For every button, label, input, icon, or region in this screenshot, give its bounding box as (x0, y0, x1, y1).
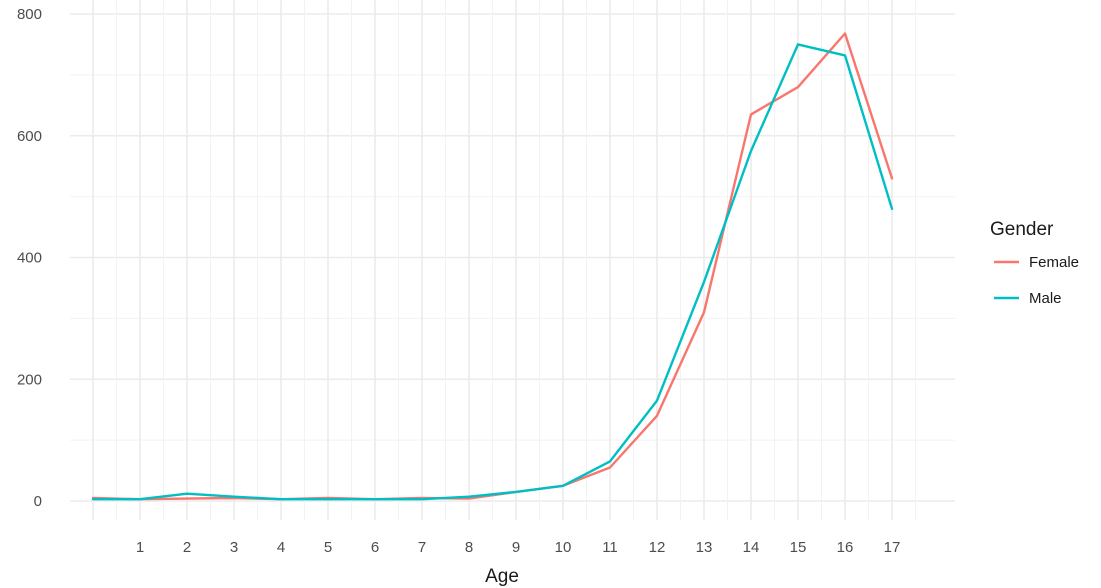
legend-label-male: Male (1029, 290, 1062, 307)
x-tick-label: 13 (696, 539, 713, 556)
x-tick-label: 11 (602, 539, 618, 556)
y-tick-label: 800 (17, 6, 42, 23)
series-line-male (91, 43, 894, 501)
x-tick-label: 8 (465, 539, 473, 556)
legend-label-female: Female (1029, 254, 1079, 271)
legend: Gender Female Male (990, 219, 1079, 307)
legend-title: Gender (990, 219, 1054, 240)
x-tick-label: 7 (418, 539, 426, 556)
series-lines (91, 32, 894, 501)
y-tick-label: 0 (34, 493, 42, 510)
x-tick-label: 1 (136, 539, 144, 556)
y-tick-label: 600 (17, 128, 42, 145)
x-tick-label: 9 (512, 539, 520, 556)
x-tick-label: 16 (837, 539, 854, 556)
x-tick-label: 5 (324, 539, 332, 556)
y-tick-label: 200 (17, 371, 42, 388)
x-tick-label: 12 (649, 539, 666, 556)
x-tick-label: 3 (230, 539, 238, 556)
x-tick-label: 15 (790, 539, 807, 556)
x-tick-label: 2 (183, 539, 191, 556)
x-axis: 1 2 3 4 5 6 7 8 9 10 11 12 13 14 15 16 17 (136, 539, 901, 556)
grid (70, 0, 955, 520)
x-axis-title: Age (485, 566, 519, 587)
x-tick-label: 4 (277, 539, 285, 556)
x-tick-label: 17 (884, 539, 901, 556)
x-tick-label: 6 (371, 539, 379, 556)
x-tick-label: 10 (555, 539, 572, 556)
y-tick-label: 400 (17, 250, 42, 267)
legend-items: Female Male (994, 254, 1079, 307)
x-tick-label: 14 (743, 539, 760, 556)
y-axis: 0 200 400 600 800 (17, 6, 42, 510)
